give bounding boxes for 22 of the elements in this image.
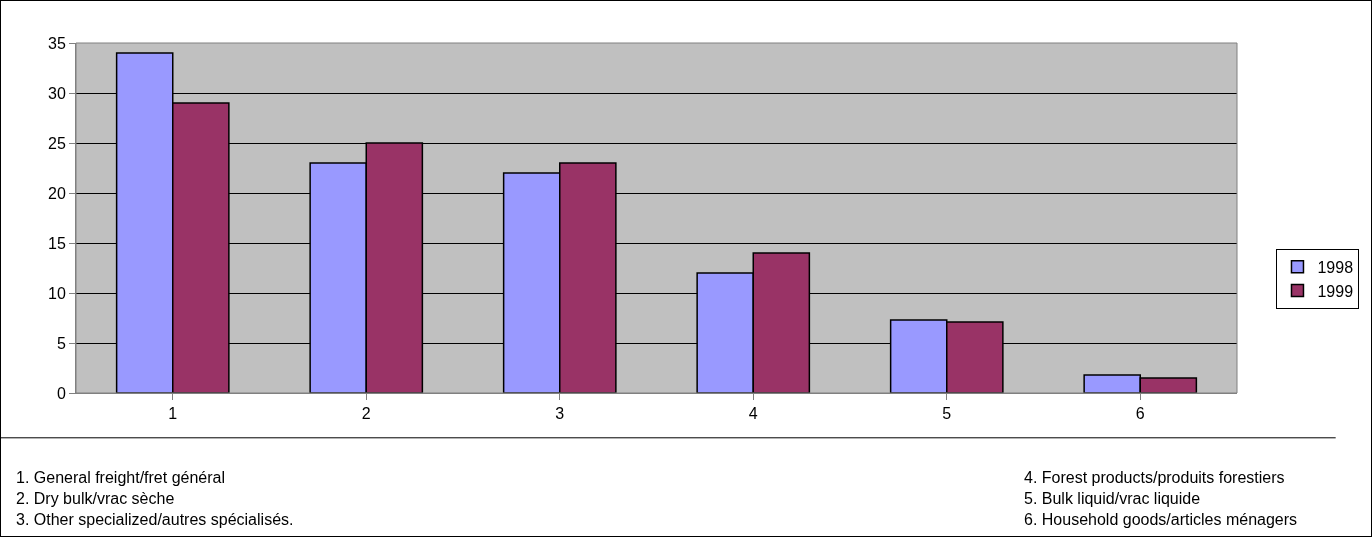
y-tick-label: 30 [48, 84, 66, 102]
y-tick-label: 0 [56, 384, 66, 402]
y-tick-label: 25 [48, 134, 66, 152]
y-tick-label: 20 [48, 184, 66, 202]
text: 1. General freight/fret général [16, 469, 226, 486]
text: 5. Bulk liquid/vrac liquide [1024, 490, 1201, 507]
x-tick-label: 4 [748, 405, 758, 423]
text: 6. Household goods/articles ménagers [1024, 511, 1298, 528]
x-tick-label: 3 [555, 405, 565, 423]
x-tick-label: 2 [361, 405, 371, 423]
x-tick-label: 5 [942, 405, 952, 423]
legend-label: 1999 [1317, 282, 1354, 300]
text: 4. Forest products/produits forestiers [1024, 469, 1285, 486]
y-tick-label: 10 [48, 284, 66, 302]
text: 3. Other specialized/autres spécialisés. [16, 511, 294, 528]
x-tick-label: 1 [168, 405, 178, 423]
y-tick-label: 35 [48, 34, 66, 52]
y-tick-label: 15 [48, 234, 66, 252]
legend-label: 1998 [1317, 259, 1354, 277]
text: 2. Dry bulk/vrac sèche [16, 490, 175, 507]
x-tick-label: 6 [1135, 405, 1145, 423]
y-tick-label: 5 [56, 334, 66, 352]
